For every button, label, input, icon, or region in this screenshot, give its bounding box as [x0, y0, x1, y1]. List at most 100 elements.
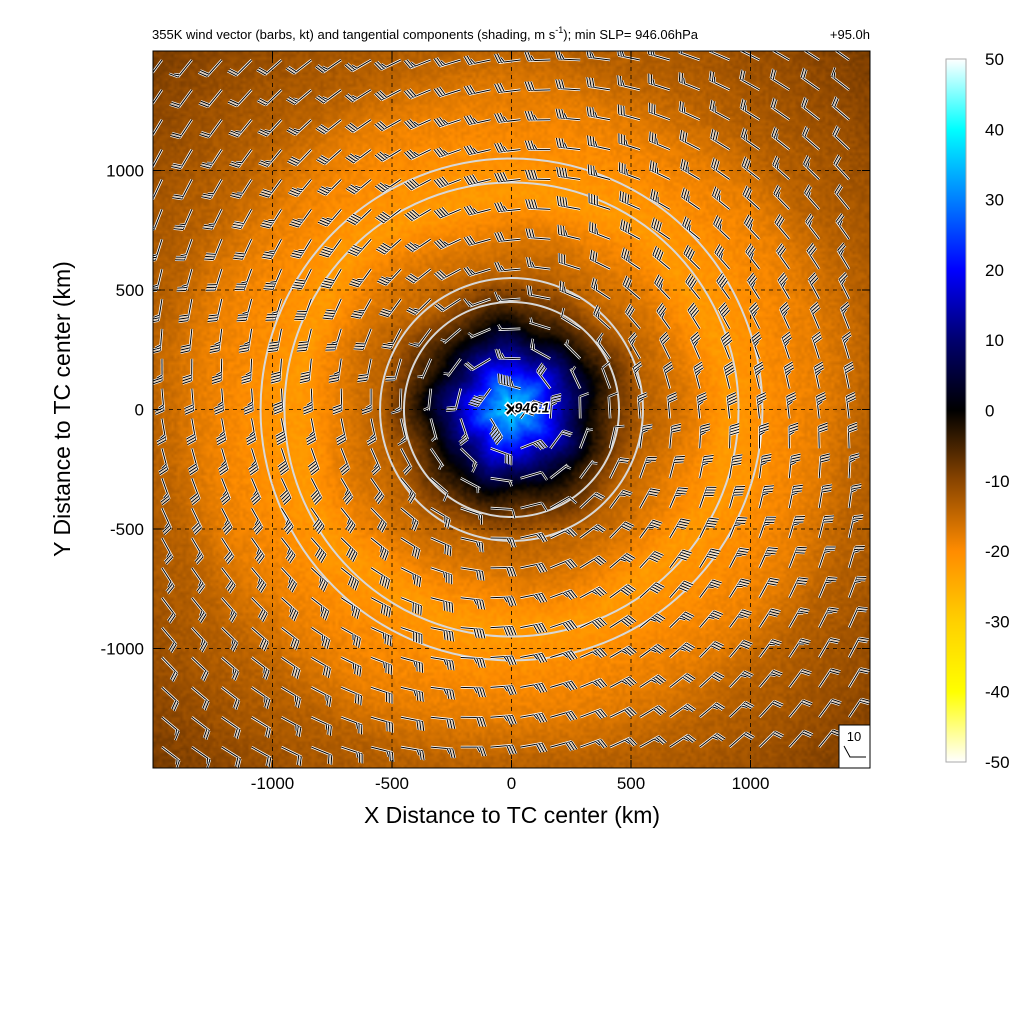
wind-barb [328, 358, 343, 384]
wind-barb [493, 112, 521, 124]
wind-barb [609, 521, 635, 539]
wind-barb [260, 208, 283, 230]
wind-barb [344, 58, 372, 73]
wind-barb [748, 301, 761, 330]
wind-barb [228, 118, 253, 138]
wind-barb [160, 567, 176, 595]
wind-barb [370, 656, 393, 675]
wind-barb [400, 626, 424, 645]
wind-barb [788, 452, 801, 479]
wind-barb [305, 418, 317, 446]
wind-barb [728, 639, 754, 659]
center-x-icon: × [505, 397, 518, 422]
wind-barb [288, 208, 313, 229]
wind-barb [519, 439, 548, 451]
wind-barb [463, 235, 491, 247]
wind-barb [400, 686, 425, 702]
wind-barb [801, 125, 821, 151]
wind-barb [433, 238, 462, 250]
wind-barb [788, 729, 814, 748]
wind-barb [460, 536, 485, 553]
wind-barb [698, 732, 726, 749]
wind-barb [585, 51, 611, 62]
wind-barb [231, 208, 253, 230]
wind-barb [307, 447, 320, 476]
wind-barb [172, 178, 193, 201]
colorbar-scale [945, 58, 967, 763]
wind-barb [698, 486, 717, 509]
colorbar-ticks: 50 40 30 20 10 0 -10 -20 -30 -40 -50 [985, 50, 1010, 772]
wind-barb [243, 388, 255, 416]
wind-barb [378, 298, 403, 318]
wind-barb [463, 84, 491, 96]
wind-barb [746, 272, 761, 300]
wind-barb [698, 547, 721, 569]
x-axis-label: X Distance to TC center (km) [364, 802, 660, 828]
wind-barb [397, 418, 408, 446]
wind-barb [549, 740, 578, 752]
wind-barb [750, 331, 763, 360]
wind-barb [160, 626, 178, 654]
wind-barb [190, 537, 205, 565]
tangential-wind-shading [153, 51, 870, 768]
wind-barb [161, 686, 180, 712]
wind-barb [370, 686, 394, 704]
wind-barb [578, 392, 590, 419]
wind-barb [638, 487, 661, 509]
wind-barb [836, 242, 851, 270]
wind-barb [520, 592, 548, 604]
wind-barb [191, 746, 212, 768]
wind-barb [632, 361, 643, 389]
wind-barb [185, 418, 197, 446]
wind-barb [585, 106, 611, 121]
wind-barb [153, 358, 164, 385]
wind-barb [490, 447, 513, 466]
wind-barb [344, 118, 372, 134]
wind-barb [708, 70, 731, 92]
wind-barb [180, 328, 194, 355]
wind-barb [617, 104, 641, 121]
wind-barb [220, 656, 240, 682]
wind-barb [818, 637, 840, 659]
wind-barb [788, 546, 807, 569]
wind-barb [197, 59, 223, 78]
wind-barb [678, 101, 701, 121]
wind-barb [609, 736, 638, 749]
wind-barb [698, 702, 726, 719]
wind-barb [739, 98, 761, 121]
wind-barb [817, 452, 831, 479]
wind-barb [490, 625, 518, 637]
wind-barb [280, 745, 303, 767]
x-axis-ticks: -1000 -500 0 500 1000 [251, 51, 769, 793]
wind-barb [698, 454, 714, 479]
wind-barb [191, 716, 211, 740]
wind-barb [639, 704, 667, 719]
wind-barb [220, 507, 233, 536]
wind-barb [523, 80, 551, 92]
wind-barb [788, 607, 810, 629]
wind-barb [800, 67, 820, 91]
wind-barb [668, 641, 696, 659]
colorbar-tick-label: 20 [985, 261, 1004, 280]
wind-barb [811, 331, 823, 360]
wind-barb [357, 358, 373, 383]
wind-barb [340, 477, 354, 506]
wind-barb [586, 164, 611, 181]
wind-barb [618, 162, 641, 181]
wind-barb [296, 328, 313, 353]
wind-barb [679, 158, 701, 181]
wind-barb [178, 298, 194, 324]
wind-barb [668, 611, 695, 629]
wind-barb [153, 268, 164, 293]
wind-barb [647, 102, 671, 121]
wind-barb [802, 51, 820, 62]
wind-barb [833, 154, 851, 181]
wind-barb [211, 358, 224, 385]
y-axis-label: Y Distance to TC center (km) [49, 261, 75, 557]
wind-barb [280, 507, 295, 535]
wind-barb [677, 51, 701, 62]
wind-barb [190, 567, 206, 595]
wind-barb [340, 507, 356, 534]
wind-barb [347, 238, 373, 257]
wind-barb [743, 214, 761, 241]
